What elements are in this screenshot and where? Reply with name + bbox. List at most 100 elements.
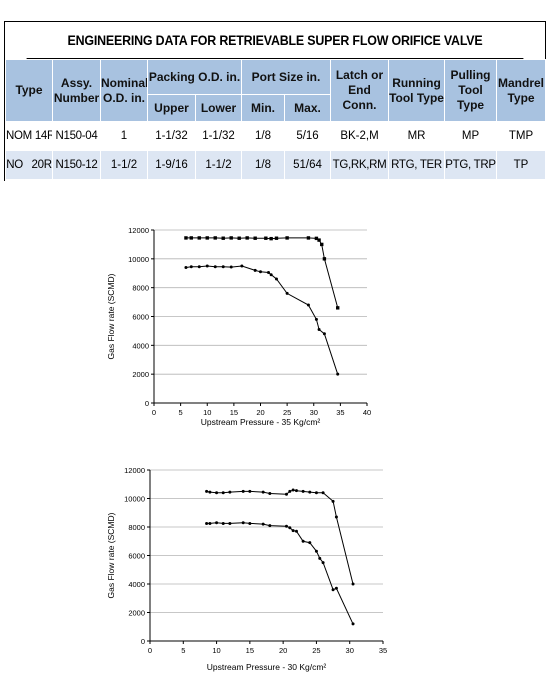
data-point — [237, 236, 241, 240]
table-title: ENGINEERING DATA FOR RETRIEVABLE SUPER F… — [26, 22, 524, 59]
data-point — [184, 265, 188, 269]
data-point — [261, 490, 265, 494]
y-tick-label: 10000 — [124, 495, 145, 504]
cell-assy: N150-04 — [52, 121, 101, 151]
data-point — [221, 521, 225, 525]
header-assy-number: Assy. Number — [52, 59, 101, 122]
data-point — [266, 271, 270, 275]
y-axis-label: Gas Flow rate (SCMD) — [106, 273, 116, 359]
data-point — [314, 317, 318, 321]
x-tick-label: 25 — [283, 408, 291, 417]
y-tick-label: 0 — [141, 637, 145, 646]
cell-max: 5/16 — [284, 121, 332, 151]
x-tick-label: 15 — [246, 646, 254, 655]
x-tick-label: 30 — [346, 646, 354, 655]
x-tick-label: 25 — [312, 646, 320, 655]
x-axis-label: Upstream Pressure - 35 Kg/cm² — [201, 417, 321, 427]
data-point — [268, 524, 272, 528]
data-point — [274, 277, 278, 281]
data-point — [221, 236, 225, 240]
header-port-min: Min. — [241, 94, 286, 122]
data-point — [314, 491, 318, 495]
header-packing-lower: Lower — [194, 94, 243, 122]
y-tick-label: 0 — [145, 399, 149, 408]
flow-chart-35: 0 2000 4000 6000 8000 10000 12000 0 5 10 15 20 25 30 3… — [106, 226, 371, 427]
x-tick-label: 10 — [203, 408, 211, 417]
data-point — [336, 306, 340, 310]
x-tick-label: 40 — [363, 408, 371, 417]
data-point — [205, 264, 209, 268]
header-packing-upper: Upper — [147, 94, 196, 122]
series-line-2 — [185, 265, 339, 375]
data-point — [213, 236, 217, 240]
y-tick-label: 2000 — [128, 609, 145, 618]
data-point — [229, 265, 233, 269]
header-pulling-tool: Pulling Tool Type — [444, 59, 498, 122]
data-point — [215, 491, 219, 495]
data-point — [241, 489, 245, 493]
cell-max: 51/64 — [284, 150, 332, 180]
data-point — [288, 489, 292, 493]
data-point — [351, 622, 355, 626]
data-point — [245, 236, 249, 240]
data-point — [334, 586, 338, 590]
y-tick-label: 12000 — [128, 226, 149, 235]
cell-lower: 1-1/2 — [194, 150, 243, 180]
y-tick-label: 4000 — [132, 341, 149, 350]
data-point — [197, 236, 201, 240]
y-tick-label: 4000 — [128, 580, 145, 589]
x-axis-label: Upstream Pressure - 30 Kg/cm² — [207, 662, 327, 672]
data-point — [205, 489, 209, 493]
cell-mandrel: TP — [496, 150, 547, 180]
x-tick-label: 0 — [148, 646, 152, 655]
flow-chart-30: 0 2000 4000 6000 8000 10000 12000 0 5 10 15 20 25 30 3… — [106, 466, 387, 672]
x-tick-label: 10 — [212, 646, 220, 655]
data-point — [322, 332, 326, 336]
data-point — [248, 521, 252, 525]
data-point — [314, 549, 318, 553]
data-point — [221, 265, 225, 269]
data-point — [294, 489, 298, 493]
data-point — [301, 489, 305, 493]
y-axis-label: Gas Flow rate (SCMD) — [106, 512, 116, 598]
header-latch: Latch or End Conn. — [330, 59, 390, 122]
data-point — [208, 521, 212, 525]
cell-mandrel: TMP — [496, 121, 547, 151]
y-tick-label: 8000 — [132, 284, 149, 293]
cell-min: 1/8 — [241, 121, 286, 151]
cell-running: MR — [388, 121, 446, 151]
data-point — [184, 236, 188, 240]
x-tick-label: 0 — [152, 408, 156, 417]
y-tick-label: 2000 — [132, 370, 149, 379]
cell-latch: TG,RK,RM — [330, 150, 390, 180]
data-point — [229, 236, 233, 240]
header-packing-od: Packing O.D. in. — [146, 59, 243, 95]
data-point — [264, 236, 268, 240]
data-point — [213, 265, 217, 269]
x-tick-label: 20 — [256, 408, 264, 417]
cell-upper: 1-1/32 — [147, 121, 196, 151]
data-point — [205, 236, 209, 240]
data-point — [334, 515, 338, 519]
x-tick-label: 35 — [379, 646, 387, 655]
cell-nominal: 1-1/2 — [100, 150, 148, 180]
series-line-1 — [186, 237, 339, 308]
x-tick-label: 5 — [179, 408, 183, 417]
data-point — [189, 236, 193, 240]
data-point — [317, 238, 321, 242]
data-point — [261, 522, 265, 526]
engineering-data-table: ENGINEERING DATA FOR RETRIEVABLE SUPER F… — [4, 21, 547, 185]
data-point — [314, 236, 319, 241]
y-tick-label: 12000 — [124, 466, 145, 475]
cell-min: 1/8 — [241, 150, 286, 180]
data-point — [288, 526, 292, 530]
x-tick-label: 20 — [279, 646, 287, 655]
data-point — [294, 529, 298, 533]
data-point — [228, 521, 232, 525]
data-point — [320, 242, 324, 247]
cell-running: RTG, TER — [388, 150, 446, 180]
data-point — [253, 268, 257, 272]
data-point — [269, 236, 273, 241]
data-point — [322, 257, 327, 261]
header-type: Type — [5, 59, 53, 122]
